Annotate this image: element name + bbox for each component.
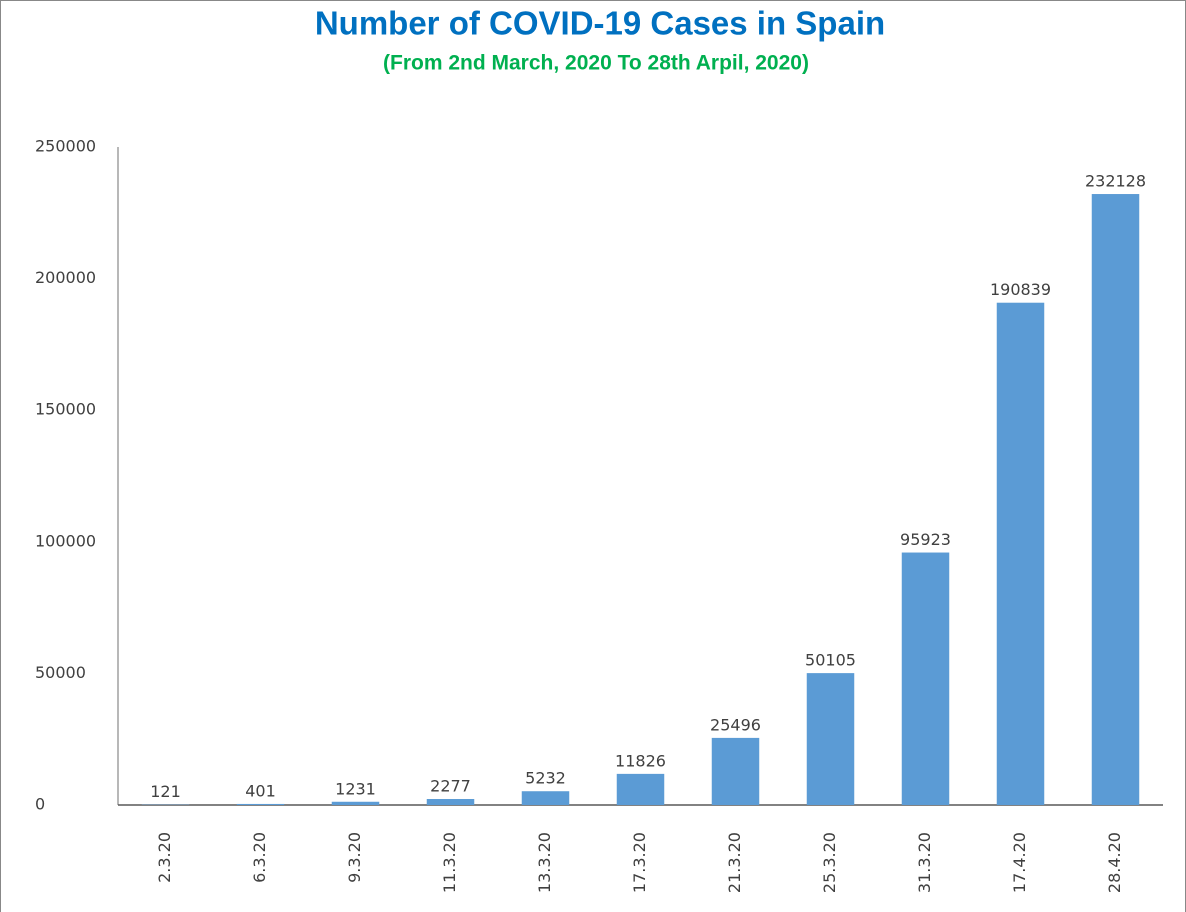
chart-title: Number of COVID-19 Cases in Spain <box>315 5 885 42</box>
x-tick-label: 2.3.20 <box>155 832 174 883</box>
data-label: 121 <box>150 782 181 801</box>
x-tick-label: 21.3.20 <box>725 832 744 893</box>
y-tick-label: 150000 <box>35 400 96 419</box>
data-label: 232128 <box>1085 172 1146 191</box>
chart-subtitle: (From 2nd March, 2020 To 28th Arpil, 202… <box>383 52 809 75</box>
y-tick-label: 50000 <box>35 663 86 682</box>
data-label: 11826 <box>615 751 666 770</box>
data-label: 25496 <box>710 715 761 734</box>
x-tick-label: 28.4.20 <box>1105 832 1124 893</box>
bar <box>236 803 285 805</box>
x-tick-label: 17.3.20 <box>630 832 649 893</box>
bar <box>426 799 475 805</box>
x-tick-label: 13.3.20 <box>535 832 554 893</box>
x-tick-label: 9.3.20 <box>345 832 364 883</box>
data-label: 401 <box>245 781 276 800</box>
data-label: 50105 <box>805 651 856 670</box>
data-label: 1231 <box>335 779 376 798</box>
x-tick-label: 11.3.20 <box>440 832 459 893</box>
x-tick-label: 31.3.20 <box>915 832 934 893</box>
bar <box>616 773 665 805</box>
x-tick-label: 25.3.20 <box>820 832 839 893</box>
data-label: 190839 <box>990 280 1051 299</box>
y-tick-label: 200000 <box>35 268 96 287</box>
bar <box>521 791 570 805</box>
data-label: 2277 <box>430 777 471 796</box>
bar <box>711 737 760 805</box>
y-tick-label: 100000 <box>35 531 96 550</box>
bar <box>1091 194 1140 805</box>
bar <box>901 552 950 805</box>
y-tick-label: 0 <box>35 795 45 814</box>
bar <box>331 801 380 805</box>
x-tick-label: 17.4.20 <box>1010 832 1029 893</box>
bar <box>806 673 855 805</box>
x-tick-label: 6.3.20 <box>250 832 269 883</box>
data-label: 95923 <box>900 530 951 549</box>
bar <box>996 302 1045 805</box>
y-tick-label: 250000 <box>35 137 96 156</box>
data-label: 5232 <box>525 769 566 788</box>
